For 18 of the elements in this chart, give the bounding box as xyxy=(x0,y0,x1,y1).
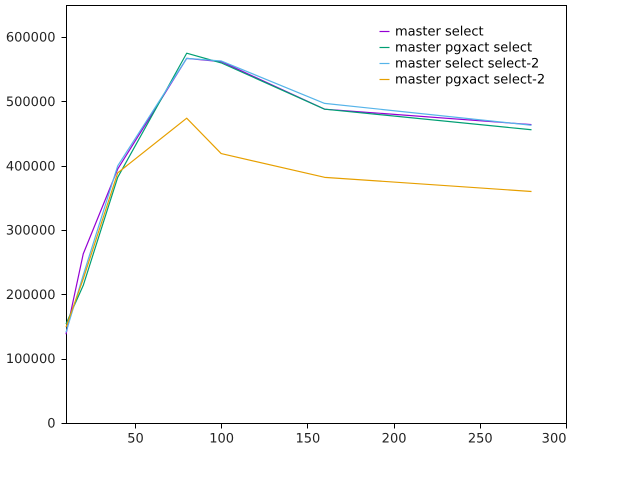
x-tick-label: 100 xyxy=(209,432,234,446)
legend-label: master select select-2 xyxy=(395,56,540,72)
x-tick-label: 300 xyxy=(542,432,566,446)
y-tick-label: 0 xyxy=(47,416,56,432)
y-tick-label: 300000 xyxy=(6,224,56,239)
y-tick-label: 400000 xyxy=(6,159,56,174)
x-tick-label: 200 xyxy=(382,432,406,446)
x-tick-label: 250 xyxy=(468,432,493,446)
y-tick-label: 500000 xyxy=(6,94,56,110)
legend-label: master pgxact select-2 xyxy=(395,72,546,88)
line-series xyxy=(65,118,532,328)
y-tick-label: 200000 xyxy=(6,288,56,303)
y-tick-label: 100000 xyxy=(6,352,56,368)
legend-label: master select xyxy=(395,24,484,40)
x-tick-label: 150 xyxy=(295,432,320,446)
legend-label: master pgxact select xyxy=(395,40,532,56)
y-tick-label: 600000 xyxy=(6,30,56,46)
x-tick-label: 50 xyxy=(127,432,144,446)
